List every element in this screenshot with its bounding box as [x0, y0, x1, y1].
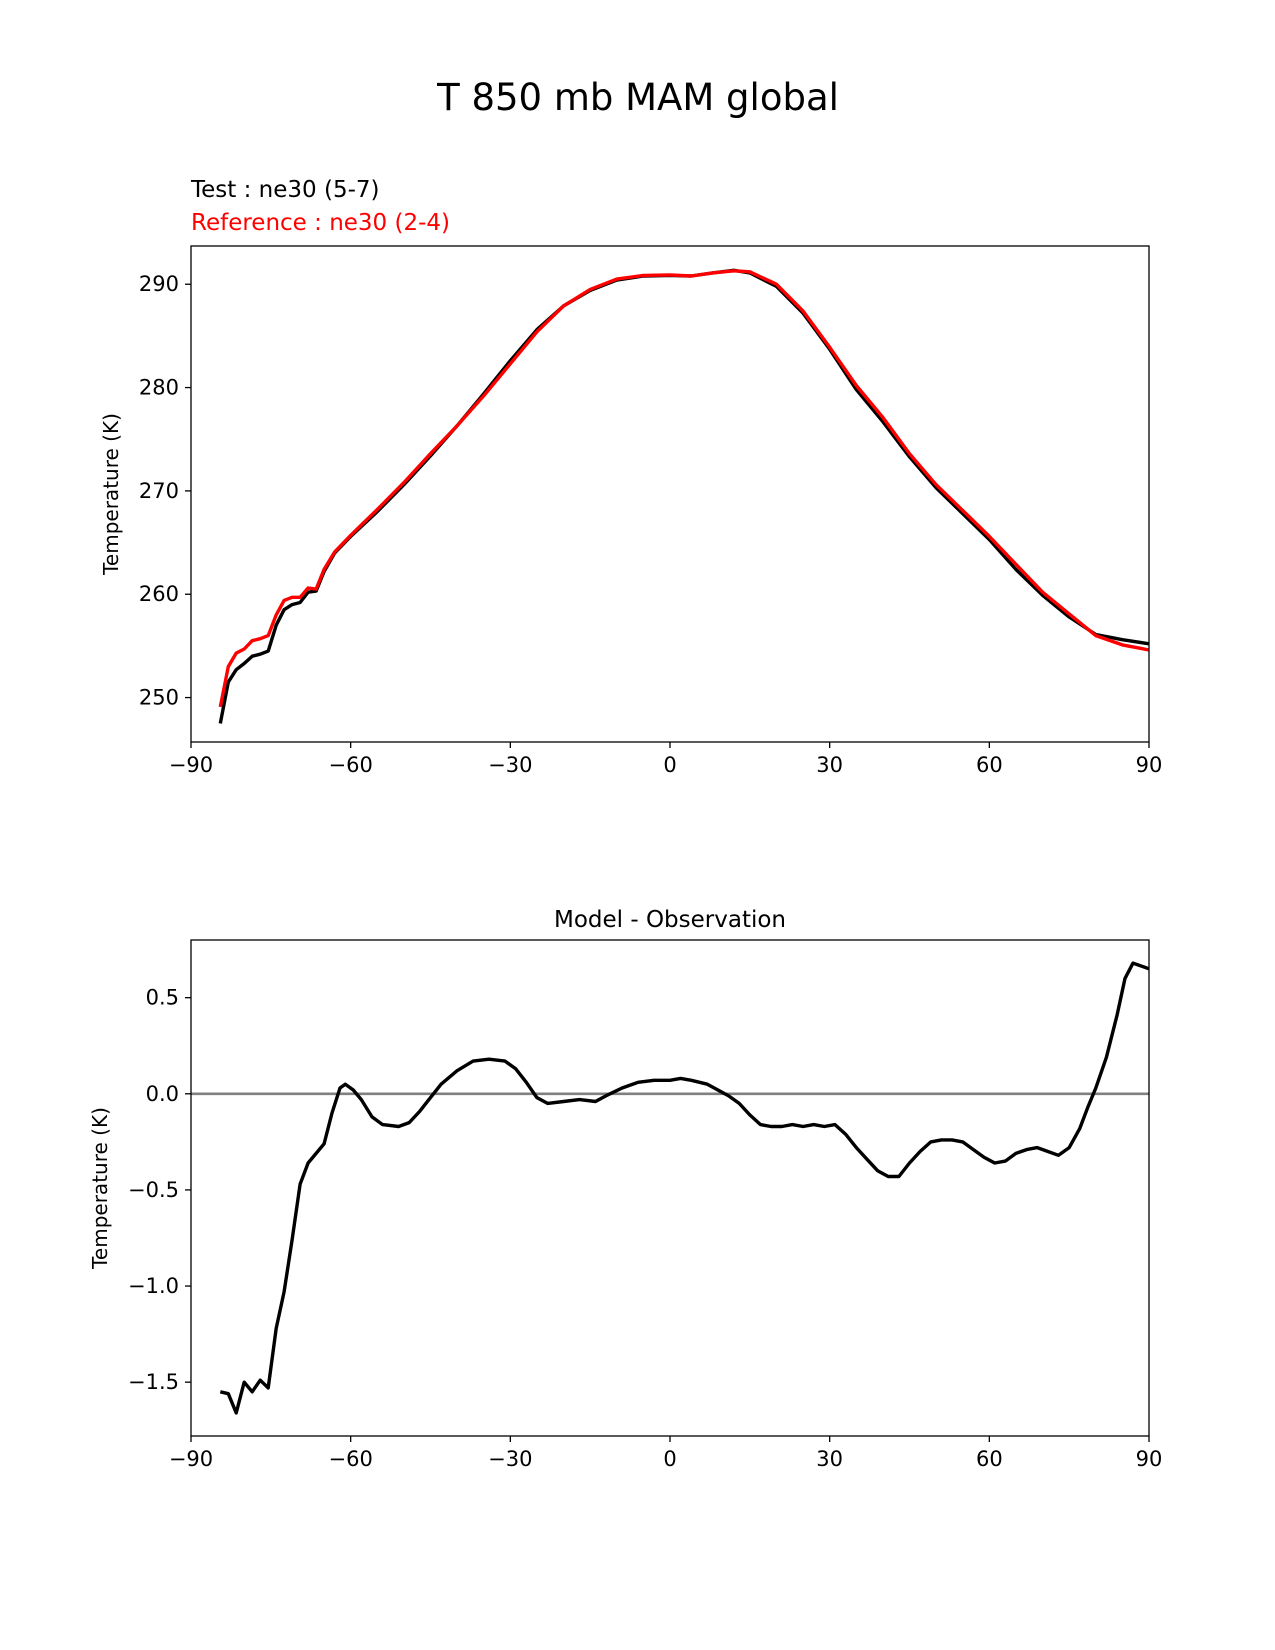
- x-tick-label: −30: [488, 1447, 532, 1471]
- top-panel: Test : ne30 (5-7) Reference : ne30 (2-4)…: [99, 177, 1162, 777]
- series-line-reference-ne30-2-4: [218, 269, 1150, 708]
- bottom-plot-frame: [190, 939, 1150, 1437]
- series-line-difference: [219, 961, 1150, 1415]
- top-axis-ticks: −90 −60 −30 0 30 60 90 250 260 270 280 290: [139, 272, 1162, 777]
- bottom-ylabel: Temperature (K): [88, 1107, 112, 1270]
- bottom-title: Model - Observation: [554, 907, 786, 933]
- y-tick-label: 0.5: [146, 986, 179, 1010]
- y-tick-label: −1.5: [128, 1370, 179, 1394]
- bottom-axis-ticks: −90 −60 −30 0 30 60 90 −1.5 −1.0 −0.5 0.0 0.5: [128, 986, 1162, 1471]
- bottom-panel: Model - Observation Temperature (K) −90−…: [88, 907, 1162, 1471]
- x-tick-label: 90: [1136, 753, 1163, 777]
- y-tick-label: −1.0: [128, 1274, 179, 1298]
- x-tick-label: 0: [663, 1447, 676, 1471]
- x-tick-label: 30: [816, 1447, 843, 1471]
- legend-text-reference: Reference : ne30 (2-4): [191, 210, 450, 236]
- x-tick-label: 60: [976, 753, 1003, 777]
- x-tick-label: 0: [663, 753, 676, 777]
- x-tick-label: −60: [329, 753, 373, 777]
- figure-title: T 850 mb MAM global: [436, 76, 839, 119]
- x-tick-label: −60: [329, 1447, 373, 1471]
- x-tick-label: −90: [169, 1447, 213, 1471]
- y-tick-label: −0.5: [128, 1178, 179, 1202]
- x-tick-label: −30: [488, 753, 532, 777]
- series-line-test-ne30-5-7: [218, 268, 1150, 724]
- legend-text-test: Test : ne30 (5-7): [190, 177, 379, 203]
- x-tick-label: 60: [976, 1447, 1003, 1471]
- y-tick-label: 250: [139, 686, 179, 710]
- y-tick-label: 290: [139, 272, 179, 296]
- y-tick-label: 0.0: [146, 1082, 179, 1106]
- top-series-lines: [218, 268, 1150, 724]
- x-tick-label: 30: [816, 753, 843, 777]
- x-tick-label: 90: [1136, 1447, 1163, 1471]
- bottom-series-lines: [191, 961, 1150, 1415]
- top-ylabel: Temperature (K): [99, 413, 123, 576]
- x-tick-label: −90: [169, 753, 213, 777]
- top-plot-frame: [190, 245, 1150, 743]
- y-tick-label: 260: [139, 582, 179, 606]
- y-tick-label: 280: [139, 376, 179, 400]
- y-tick-label: 270: [139, 479, 179, 503]
